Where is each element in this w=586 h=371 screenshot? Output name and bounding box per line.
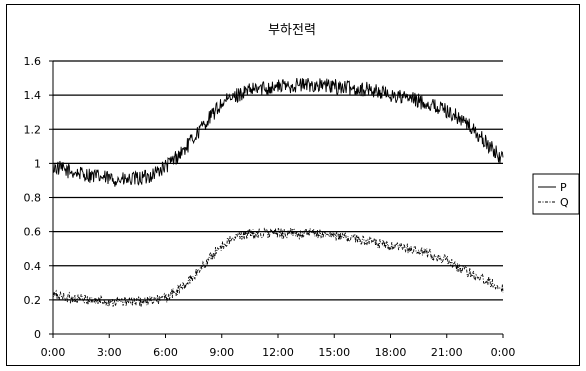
y-tick-label: 0.6	[24, 226, 42, 239]
x-tick-label: 6:00	[153, 346, 178, 359]
series-line-p	[52, 78, 504, 187]
y-tick-label: 0.4	[24, 260, 42, 273]
x-tick-label: 9:00	[209, 346, 234, 359]
chart-title: 부하전력	[268, 23, 316, 38]
y-tick-label: 0	[34, 328, 41, 341]
y-tick-label: 0.8	[24, 192, 42, 205]
x-tick-label: 18:00	[375, 346, 407, 359]
y-axis: 0 0.2 0.4 0.6 0.8 1 1.2 1.4 1.6	[24, 55, 54, 341]
legend-label-p: P	[560, 181, 567, 194]
gridlines	[53, 60, 503, 301]
x-tick-label: 0:00	[41, 346, 66, 359]
x-tick-label: 3:00	[97, 346, 122, 359]
x-tick-label: 15:00	[318, 346, 350, 359]
y-tick-label: 1.4	[24, 89, 42, 102]
x-tick-label: 21:00	[431, 346, 463, 359]
y-tick-label: 1	[34, 157, 41, 170]
legend: PQ	[532, 173, 580, 215]
legend-label-q: Q	[560, 196, 569, 209]
y-tick-label: 1.6	[24, 55, 42, 68]
y-tick-label: 1.2	[24, 123, 42, 136]
plot-series	[52, 78, 504, 307]
series-line-q	[52, 226, 504, 307]
legend-box	[532, 173, 580, 215]
y-tick-label: 0.2	[24, 294, 42, 307]
x-axis: 0:00 3:00 6:00 9:00 12:00 15:00 18:00 21:00 0:00	[41, 333, 516, 359]
x-tick-label: 0:00	[491, 346, 516, 359]
x-tick-label: 12:00	[262, 346, 294, 359]
